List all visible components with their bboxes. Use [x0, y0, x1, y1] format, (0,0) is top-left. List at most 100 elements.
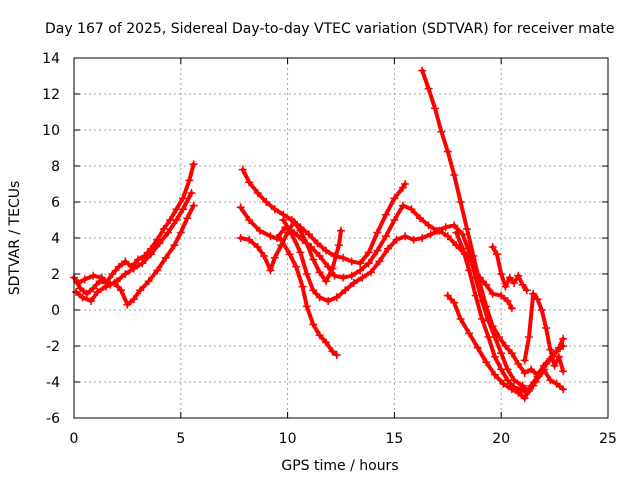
data-point-marker [322, 277, 331, 286]
data-point-marker [309, 286, 318, 295]
data-point-marker [129, 295, 138, 304]
data-point-marker [72, 288, 81, 296]
data-point-marker [262, 198, 271, 206]
data-point-marker [507, 304, 516, 313]
data-point-marker [452, 241, 461, 250]
data-point-marker [501, 282, 510, 291]
data-point-marker [416, 214, 425, 223]
data-point-marker [424, 221, 433, 230]
data-point-marker [375, 257, 384, 266]
data-point-marker [74, 279, 83, 287]
data-point-marker [529, 289, 538, 298]
data-point-marker [112, 277, 121, 286]
data-point-marker [266, 266, 275, 275]
data-point-marker [298, 282, 307, 291]
data-point-marker [426, 230, 435, 239]
data-point-marker [477, 315, 486, 323]
data-point-marker [347, 257, 356, 266]
y-tick-label: 6 [51, 195, 60, 211]
data-point-marker [183, 214, 192, 223]
data-point-marker [285, 250, 294, 259]
data-point-marker [497, 349, 506, 358]
data-point-marker [458, 244, 467, 253]
data-point-marker [514, 388, 523, 397]
data-point-marker [330, 271, 339, 280]
x-tick-label: 15 [385, 431, 403, 447]
data-point-marker [121, 270, 130, 278]
data-point-marker [507, 349, 516, 358]
data-point-marker [418, 234, 427, 242]
data-point-marker [533, 295, 542, 304]
data-point-marker [337, 226, 345, 235]
data-point-marker [409, 235, 418, 244]
data-point-marker [315, 252, 324, 260]
data-point-marker [315, 293, 324, 302]
data-point-marker [245, 235, 254, 244]
data-point-marker [398, 201, 407, 210]
data-point-marker [116, 286, 125, 295]
data-point-marker [253, 189, 262, 197]
data-point-marker [465, 266, 474, 275]
y-tick-label: 14 [42, 51, 60, 67]
data-point-marker [559, 385, 568, 394]
y-tick-label: -4 [46, 375, 60, 391]
data-point-marker [189, 160, 198, 169]
data-point-marker [296, 248, 305, 257]
axis-ticks [73, 57, 609, 419]
data-point-marker [542, 360, 551, 368]
data-point-marker [281, 223, 290, 232]
data-point-marker [424, 84, 433, 93]
data-point-marker [524, 333, 533, 341]
data-point-marker [80, 275, 89, 284]
data-point-marker [108, 270, 117, 278]
data-point-marker [349, 279, 358, 287]
data-point-marker [106, 280, 115, 289]
data-point-marker [309, 255, 318, 264]
data-point-marker [505, 273, 514, 282]
data-point-marker [253, 243, 262, 251]
data-point-marker [484, 333, 493, 341]
data-point-marker [76, 284, 85, 293]
series-line [238, 205, 339, 357]
data-point-marker [527, 381, 536, 390]
data-point-marker [452, 228, 461, 237]
data-point-marker [407, 205, 416, 214]
data-point-marker [514, 360, 523, 368]
x-tick-label: 5 [176, 431, 185, 447]
data-point-marker [123, 300, 132, 309]
data-point-marker [546, 345, 555, 354]
data-point-marker [450, 171, 459, 179]
data-point-marker [176, 228, 185, 237]
data-point-marker [443, 291, 452, 300]
data-point-marker [334, 241, 343, 250]
data-point-marker [495, 333, 504, 341]
data-point-marker [364, 248, 373, 257]
data-point-marker [539, 365, 548, 374]
data-point-marker [381, 232, 390, 241]
x-axis-title: GPS time / hours [281, 458, 398, 474]
tick-labels: 0 5 10 15 20 25 -6 -4 -2 0 2 4 6 8 10 12 14 [42, 51, 617, 447]
data-point-marker [520, 369, 529, 377]
data-point-marker [277, 241, 286, 250]
data-point-marker [492, 250, 501, 259]
data-point-marker [507, 385, 516, 394]
data-point-marker [550, 361, 559, 370]
data-point-marker [114, 262, 123, 271]
data-point-marker [469, 252, 478, 260]
y-tick-label: 12 [42, 87, 60, 103]
data-point-marker [554, 343, 563, 352]
data-point-marker [510, 279, 519, 287]
data-point-marker [401, 180, 410, 188]
data-point-marker [290, 228, 299, 237]
data-point-marker [497, 291, 506, 300]
data-point-marker [315, 331, 324, 340]
data-point-marker [178, 194, 187, 203]
data-point-marker [304, 230, 313, 239]
data-point-marker [475, 279, 484, 287]
data-point-marker [102, 282, 111, 291]
data-point-marker [430, 104, 439, 113]
data-point-marker [542, 324, 551, 332]
series-track-13 [520, 289, 568, 376]
data-point-marker [514, 271, 523, 280]
